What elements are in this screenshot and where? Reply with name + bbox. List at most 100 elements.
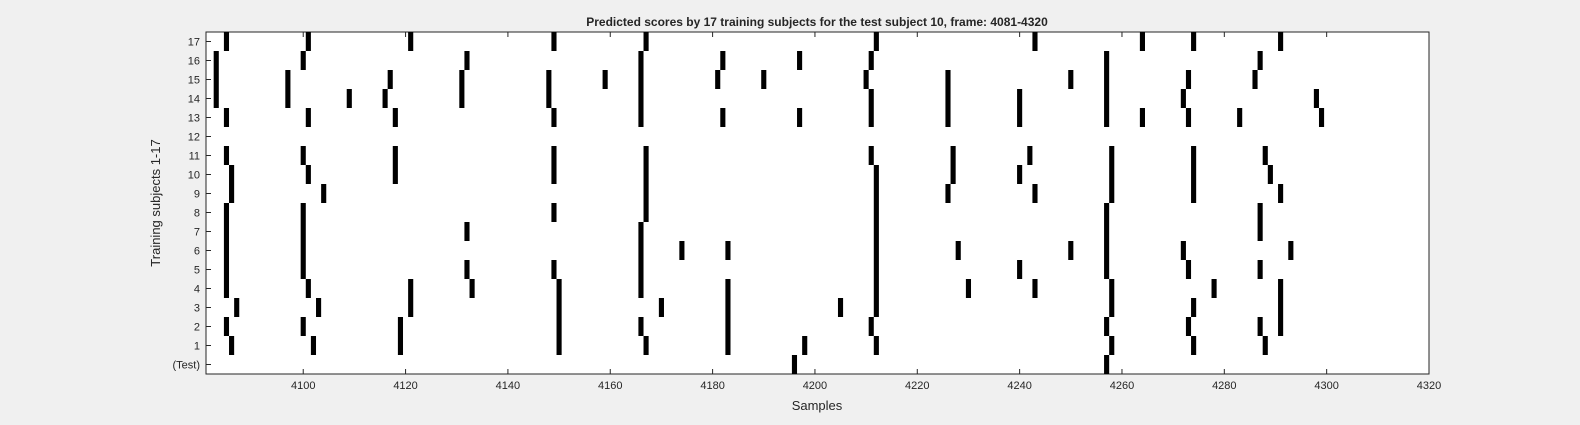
score-mark: [1318, 108, 1325, 127]
score-mark: [1104, 355, 1110, 374]
score-mark: [305, 108, 311, 127]
score-mark: [1104, 222, 1110, 241]
score-mark: [459, 89, 465, 108]
score-mark: [223, 146, 230, 165]
score-mark: [658, 298, 664, 317]
score-mark: [1257, 260, 1263, 279]
score-mark: [1104, 51, 1110, 70]
score-mark: [1278, 298, 1284, 317]
score-mark: [1288, 241, 1294, 260]
score-mark: [397, 317, 404, 336]
score-mark: [1104, 203, 1110, 222]
score-mark: [213, 70, 219, 89]
score-mark: [556, 279, 562, 298]
score-mark: [638, 241, 644, 260]
score-mark: [1257, 222, 1263, 241]
score-mark: [791, 355, 798, 374]
score-mark: [720, 51, 726, 70]
y-tick-label: 16: [188, 56, 200, 68]
x-tick-label: 4220: [905, 380, 929, 392]
score-mark: [725, 317, 731, 336]
y-tick-label: 2: [194, 322, 200, 334]
score-mark: [300, 317, 306, 336]
score-mark: [945, 108, 951, 127]
score-mark: [602, 70, 608, 89]
score-mark: [873, 165, 879, 184]
score-mark: [1109, 146, 1115, 165]
score-mark: [1191, 165, 1197, 184]
score-mark: [1257, 317, 1263, 336]
score-mark: [643, 146, 649, 165]
score-mark: [797, 108, 803, 127]
x-tick-label: 4120: [393, 380, 417, 392]
score-mark: [551, 32, 557, 51]
score-mark: [213, 89, 219, 108]
y-axis-label: Training subjects 1-17: [148, 139, 163, 266]
y-tick-label: 6: [194, 246, 200, 258]
score-mark: [392, 165, 398, 184]
score-mark: [1313, 89, 1319, 108]
score-mark: [382, 89, 388, 108]
score-mark: [1027, 146, 1033, 165]
score-mark: [305, 279, 311, 298]
score-mark: [638, 279, 644, 298]
score-mark: [556, 298, 562, 317]
y-tick-label: 12: [188, 132, 200, 144]
score-mark: [643, 165, 649, 184]
score-mark: [300, 260, 306, 279]
score-mark: [1139, 32, 1145, 51]
score-mark: [285, 70, 291, 89]
score-mark: [868, 89, 874, 108]
score-mark: [469, 279, 475, 298]
score-mark: [873, 241, 879, 260]
score-mark: [546, 70, 552, 89]
score-mark: [392, 146, 398, 165]
score-mark: [1191, 32, 1197, 51]
y-tick-label: 13: [188, 113, 200, 125]
score-mark: [551, 165, 557, 184]
y-tick-label: 4: [194, 284, 200, 296]
x-tick-label: 4300: [1314, 380, 1338, 392]
score-mark: [1191, 184, 1197, 203]
score-mark: [346, 89, 352, 108]
score-mark: [1267, 165, 1273, 184]
score-mark: [965, 279, 972, 298]
score-mark: [1139, 108, 1145, 127]
score-mark: [638, 222, 644, 241]
x-tick-label: 4160: [598, 380, 622, 392]
score-mark: [945, 70, 951, 89]
y-tick-label: 10: [188, 170, 200, 182]
score-mark: [1257, 51, 1263, 70]
score-mark: [1262, 146, 1268, 165]
score-mark: [868, 51, 874, 70]
score-mark: [1104, 70, 1110, 89]
score-mark: [1104, 317, 1110, 336]
score-mark: [868, 317, 874, 336]
score-mark: [873, 222, 879, 241]
score-mark: [1068, 70, 1074, 89]
score-mark: [643, 336, 649, 355]
score-mark: [1185, 108, 1192, 127]
score-mark: [873, 32, 879, 51]
y-tick-label: 8: [194, 208, 200, 220]
score-mark: [223, 241, 230, 260]
score-mark: [1185, 317, 1192, 336]
score-mark: [638, 89, 644, 108]
score-mark: [223, 108, 230, 127]
score-mark: [679, 241, 685, 260]
score-mark: [797, 51, 803, 70]
score-mark: [1211, 279, 1217, 298]
score-mark: [725, 336, 731, 355]
score-mark: [715, 70, 721, 89]
score-mark: [1104, 241, 1110, 260]
score-mark: [1109, 336, 1115, 355]
score-mark: [955, 241, 961, 260]
score-mark: [725, 241, 731, 260]
score-mark: [1237, 108, 1243, 127]
score-mark: [229, 184, 235, 203]
score-mark: [556, 317, 562, 336]
score-mark: [1032, 279, 1038, 298]
score-mark: [873, 279, 879, 298]
